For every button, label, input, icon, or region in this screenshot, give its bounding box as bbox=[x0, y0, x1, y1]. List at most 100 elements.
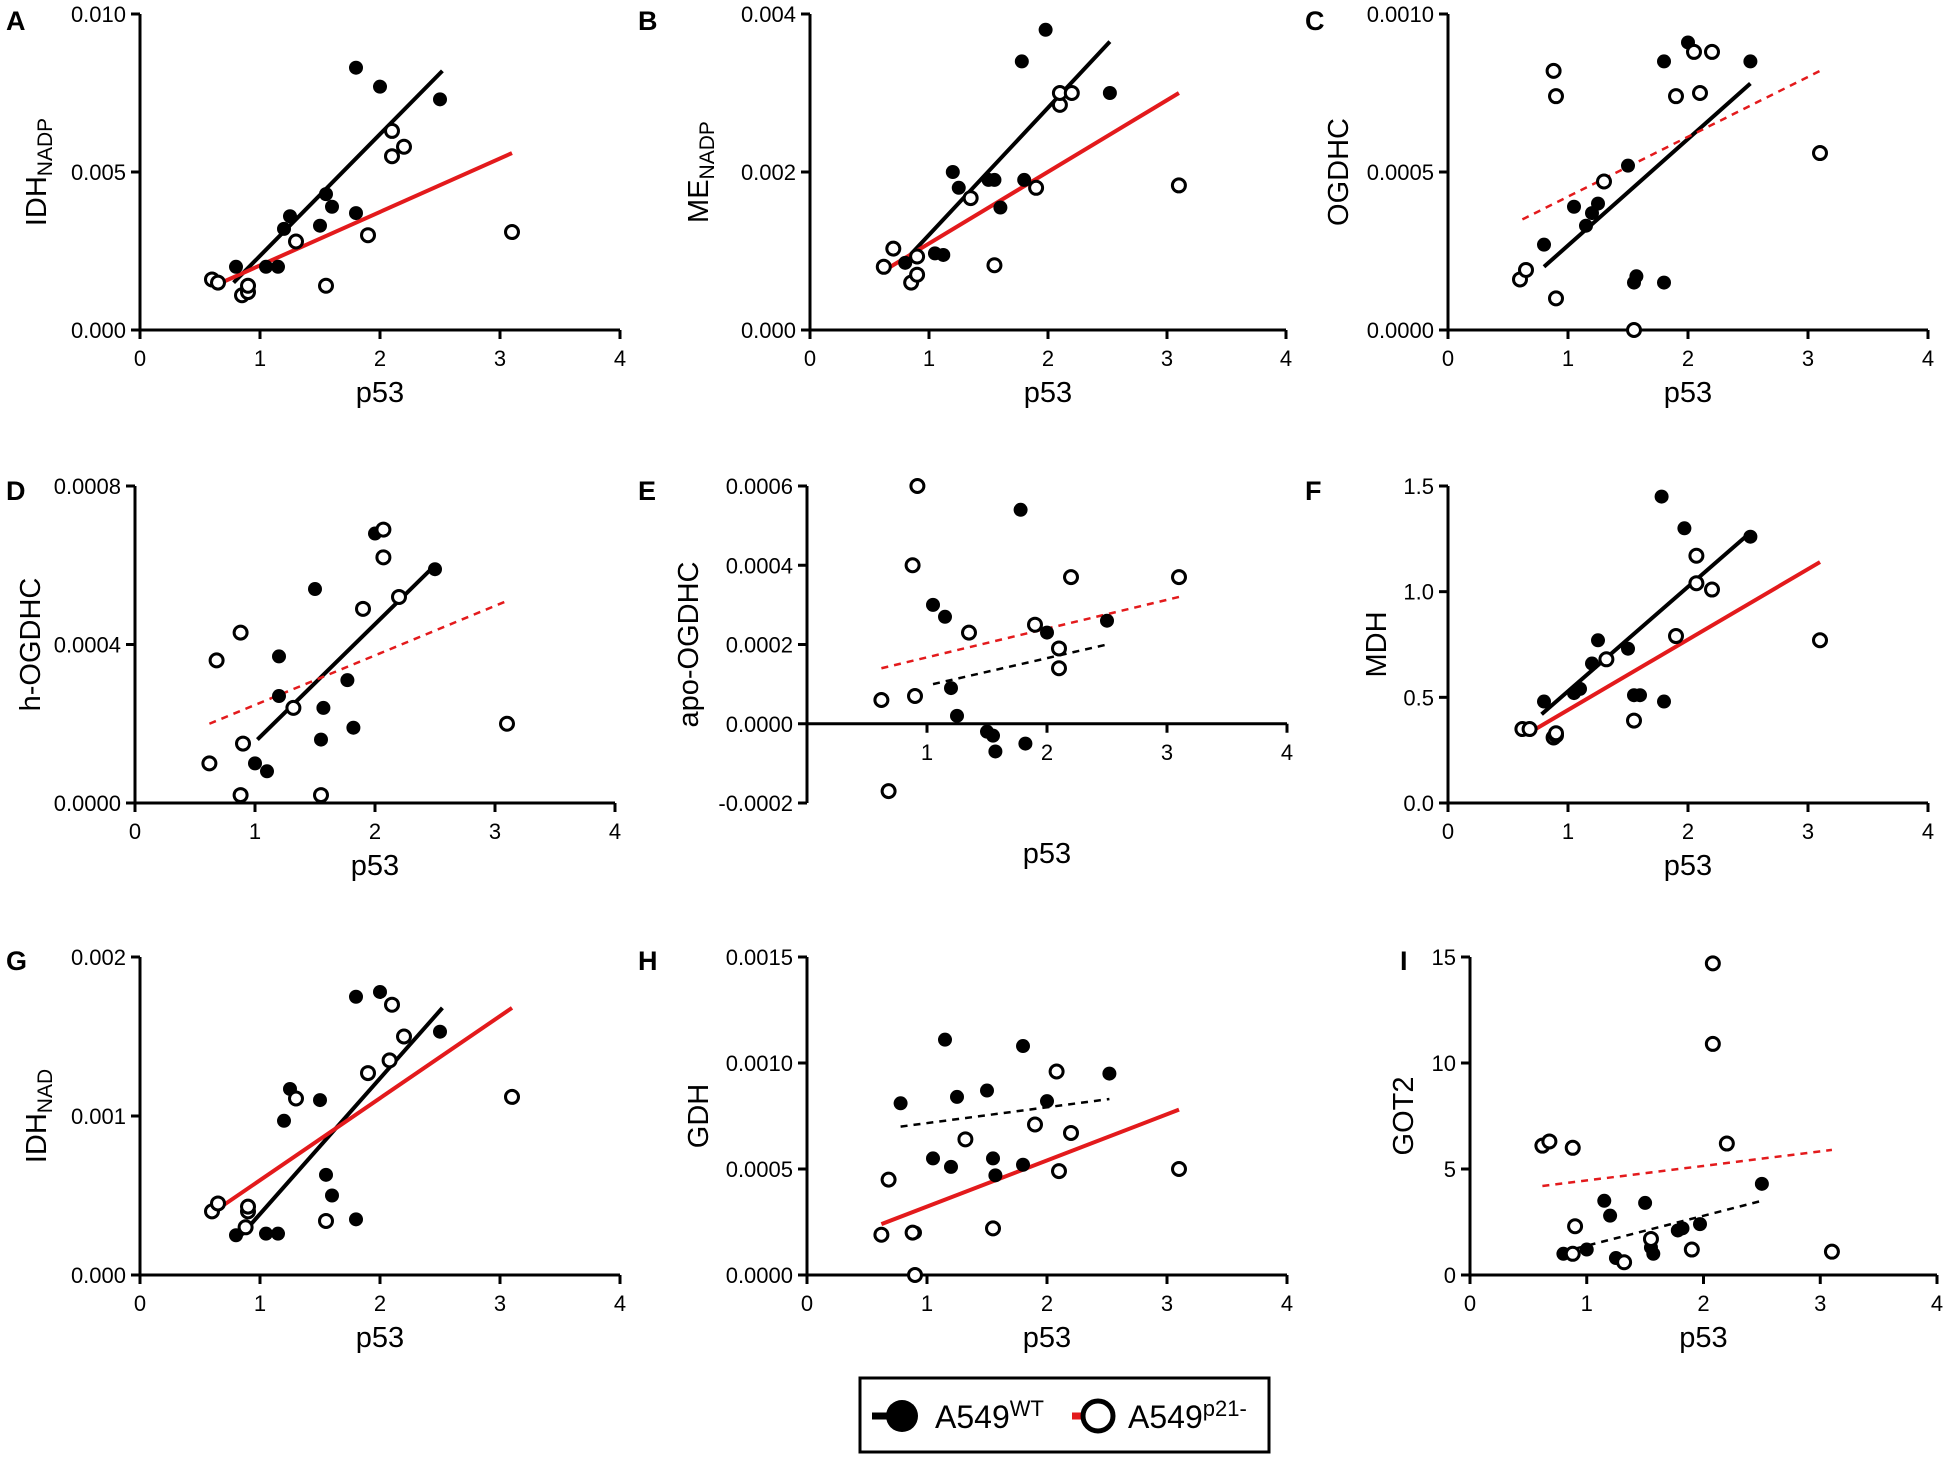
panel-letter-f: F bbox=[1305, 476, 1322, 506]
fit-line-ko bbox=[1530, 560, 1822, 733]
y-axis-label-b: MENADP bbox=[683, 121, 719, 223]
point-wt bbox=[1677, 521, 1692, 536]
point-ko bbox=[232, 624, 249, 641]
point-ko bbox=[237, 1219, 254, 1236]
point-ko bbox=[1541, 1133, 1558, 1150]
point-ko bbox=[1063, 85, 1080, 101]
x-tick-label: 1 bbox=[923, 346, 935, 371]
fit-line-ko bbox=[880, 1107, 1180, 1226]
point-ko bbox=[957, 1131, 974, 1148]
point-ko bbox=[1170, 177, 1187, 194]
point-ko bbox=[1616, 1254, 1633, 1271]
point-ko bbox=[909, 266, 926, 283]
point-wt bbox=[1040, 625, 1054, 640]
point-ko bbox=[875, 258, 892, 275]
panel-letter-a: A bbox=[6, 6, 26, 36]
x-tick-label: 0 bbox=[1464, 1291, 1476, 1316]
panel-f: F 0.0 0.5 1.0 1.5 0 1 2 3 4 p53 MDH bbox=[1305, 474, 1934, 882]
point-wt bbox=[988, 1168, 1003, 1183]
y-tick-label: 15 bbox=[1432, 945, 1456, 970]
panel-letter-d: D bbox=[6, 476, 26, 506]
x-axis-label-f: p53 bbox=[1664, 850, 1712, 882]
x-tick-label: 2 bbox=[1682, 819, 1694, 844]
point-wt bbox=[1537, 694, 1551, 709]
fit-line-ko bbox=[213, 151, 513, 288]
point-wt bbox=[988, 744, 1003, 759]
point-ko bbox=[1567, 1218, 1584, 1235]
x-tick-label: 1 bbox=[921, 740, 933, 765]
point-ko bbox=[1704, 1035, 1721, 1052]
point-wt bbox=[259, 1226, 273, 1241]
y-tick-label: 0.0010 bbox=[1367, 2, 1434, 27]
panel-letter-h: H bbox=[638, 946, 658, 976]
point-ko bbox=[1683, 1241, 1700, 1258]
point-wt bbox=[993, 200, 1008, 215]
point-ko bbox=[1718, 1135, 1735, 1152]
fit-line-ko bbox=[1521, 69, 1821, 221]
point-wt bbox=[1591, 196, 1605, 211]
point-wt bbox=[1638, 1195, 1653, 1210]
point-ko bbox=[1051, 640, 1067, 657]
point-wt bbox=[950, 1089, 964, 1104]
legend-ko-superscript: p21- bbox=[1203, 1396, 1247, 1421]
point-ko bbox=[1598, 651, 1615, 668]
point-wt bbox=[1646, 1246, 1661, 1261]
point-ko bbox=[201, 755, 218, 772]
x-tick-label: 2 bbox=[369, 819, 381, 844]
point-wt bbox=[433, 92, 447, 107]
x-tick-label: 4 bbox=[1922, 346, 1934, 371]
fit-line-wt bbox=[932, 643, 1108, 686]
y-axis-label-d: h-OGDHC bbox=[15, 578, 47, 712]
point-ko bbox=[907, 1267, 923, 1283]
point-ko bbox=[1518, 261, 1534, 278]
point-wt bbox=[346, 720, 361, 735]
x-axis-label-e: p53 bbox=[1023, 838, 1071, 870]
point-ko bbox=[1048, 1063, 1065, 1080]
fit-line-ko bbox=[208, 599, 508, 725]
point-ko bbox=[880, 1171, 897, 1188]
point-wt bbox=[1743, 529, 1758, 544]
y-axis-label-i: GOT2 bbox=[1388, 1077, 1420, 1156]
x-tick-label: 4 bbox=[614, 346, 626, 371]
x-axis-label-g: p53 bbox=[356, 1322, 404, 1354]
x-tick-label: 2 bbox=[1697, 1291, 1709, 1316]
point-ko bbox=[396, 138, 412, 155]
y-tick-label: 0.5 bbox=[1403, 685, 1434, 710]
point-ko bbox=[1027, 1116, 1043, 1133]
point-wt bbox=[373, 79, 387, 94]
point-ko bbox=[1704, 43, 1720, 60]
y-tick-label: 0.0000 bbox=[54, 791, 121, 816]
point-wt bbox=[944, 681, 958, 696]
fit-line-wt bbox=[232, 69, 444, 285]
point-wt bbox=[1100, 613, 1114, 628]
point-wt bbox=[936, 247, 951, 262]
y-tick-label: 0.0002 bbox=[726, 633, 793, 658]
point-wt bbox=[283, 209, 297, 224]
panel-letter-e: E bbox=[638, 476, 656, 506]
point-wt bbox=[319, 187, 333, 202]
y-tick-label: 0.000 bbox=[71, 318, 126, 343]
point-wt bbox=[1573, 681, 1587, 696]
point-wt bbox=[1597, 1193, 1612, 1208]
point-wt bbox=[926, 1151, 940, 1166]
point-ko bbox=[1812, 632, 1828, 649]
point-wt bbox=[1743, 54, 1758, 69]
y-tick-label: 0.000 bbox=[741, 318, 796, 343]
point-wt bbox=[272, 649, 286, 664]
point-wt bbox=[272, 689, 286, 704]
point-ko bbox=[1564, 1245, 1581, 1262]
point-wt bbox=[1013, 502, 1028, 517]
point-ko bbox=[360, 1065, 376, 1082]
point-wt bbox=[316, 700, 331, 715]
point-wt bbox=[1038, 22, 1053, 37]
x-tick-label: 4 bbox=[1922, 819, 1934, 844]
point-wt bbox=[349, 60, 363, 75]
panel-e: E -0.0002 0.0000 0.0002 0.0004 0.0006 1 2 3 4 p53 a… bbox=[638, 474, 1293, 870]
point-ko bbox=[1642, 1230, 1659, 1247]
point-wt bbox=[986, 728, 1000, 743]
x-tick-label: 0 bbox=[134, 346, 146, 371]
point-ko bbox=[907, 688, 923, 705]
point-ko bbox=[375, 549, 392, 566]
point-ko bbox=[873, 1226, 890, 1243]
